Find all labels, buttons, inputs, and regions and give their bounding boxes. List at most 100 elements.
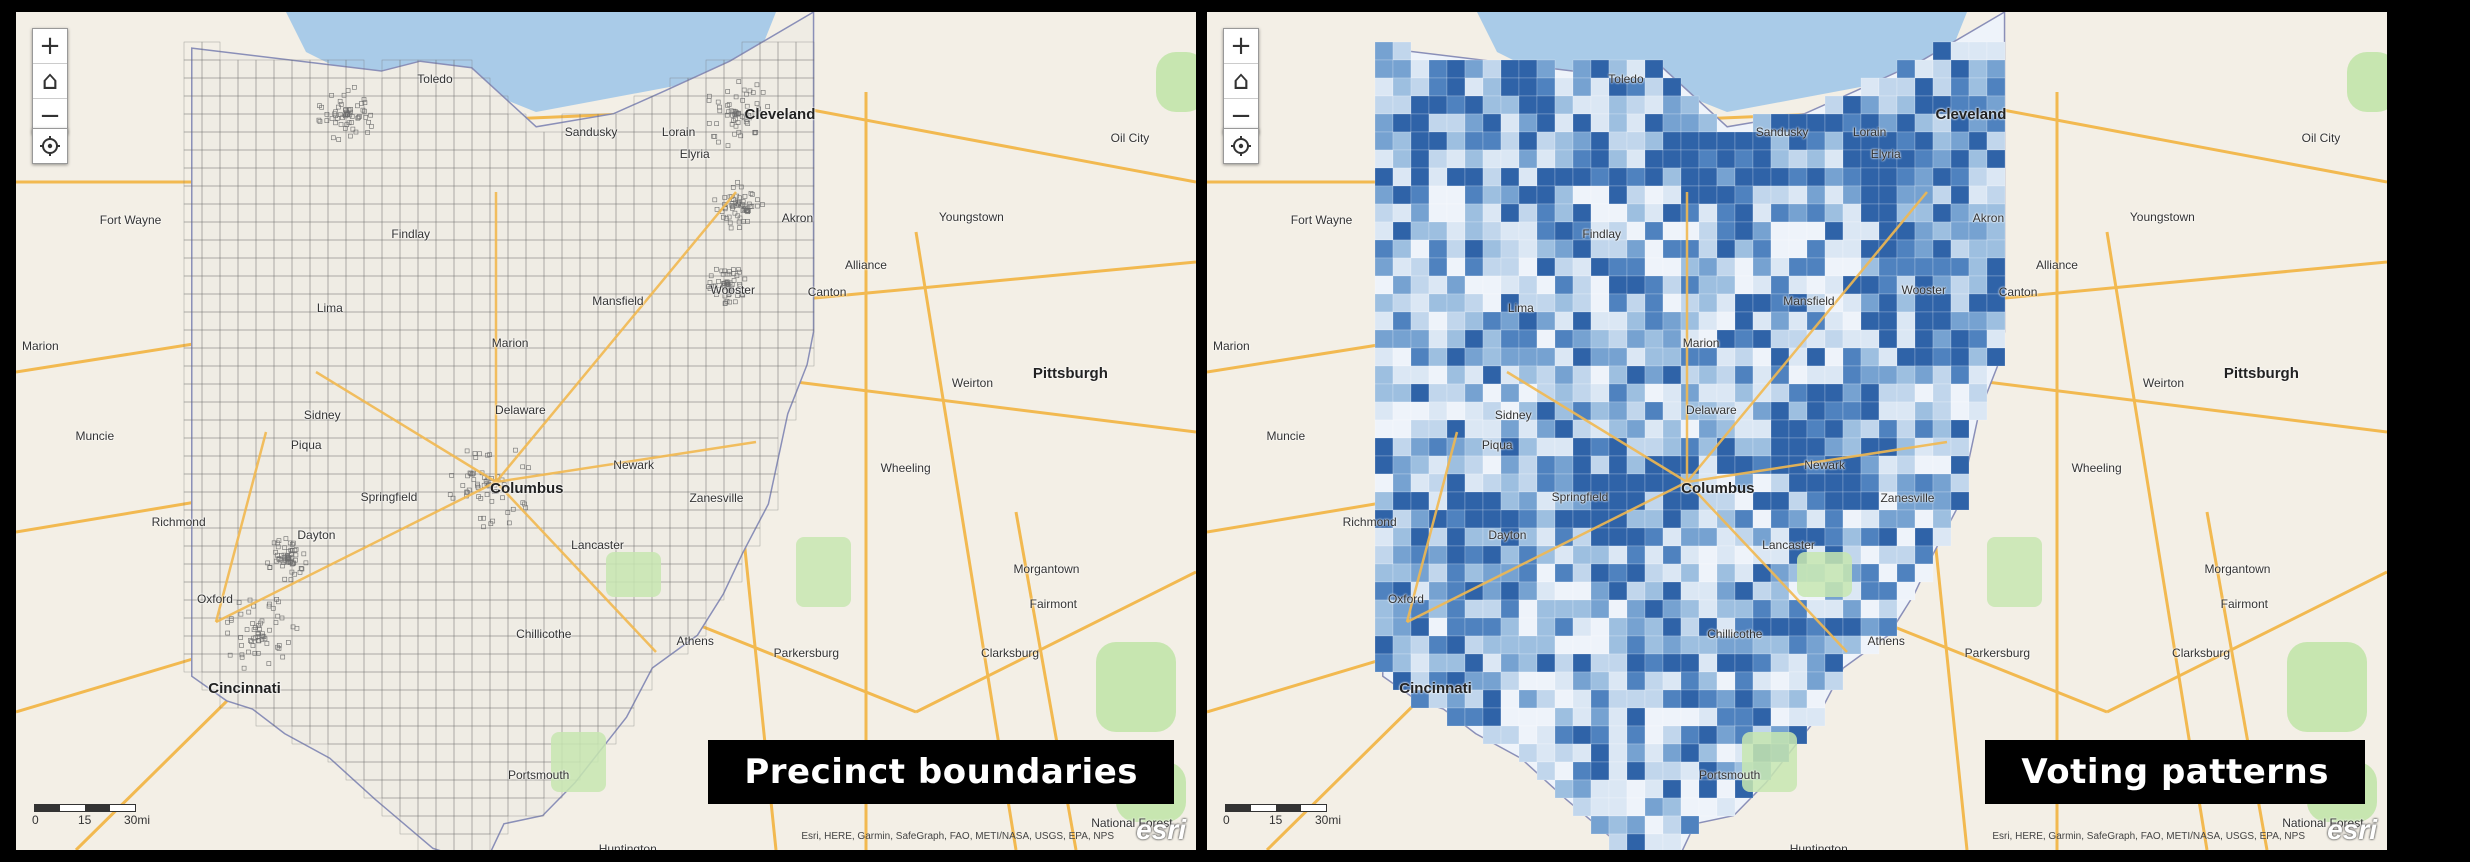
- precinct-cell[interactable]: [1752, 329, 1772, 349]
- precinct-cell[interactable]: [1860, 77, 1880, 97]
- precinct-cell[interactable]: [1446, 347, 1466, 367]
- precinct-cell[interactable]: [1788, 509, 1808, 529]
- precinct-cell[interactable]: [1626, 653, 1646, 673]
- precinct-cell[interactable]: [1950, 365, 1970, 385]
- precinct-cell[interactable]: [238, 611, 244, 617]
- precinct-cell[interactable]: [1734, 437, 1754, 457]
- precinct-cell[interactable]: [279, 557, 284, 563]
- precinct-cell[interactable]: [1626, 293, 1646, 313]
- precinct-cell[interactable]: [752, 129, 758, 135]
- precinct-cell[interactable]: [281, 552, 287, 558]
- precinct-cell[interactable]: [1446, 563, 1466, 583]
- precinct-cell[interactable]: [725, 103, 730, 108]
- precinct-cell[interactable]: [723, 563, 743, 583]
- precinct-cell[interactable]: [1428, 581, 1448, 601]
- precinct-cell[interactable]: [1536, 599, 1556, 619]
- precinct-cell[interactable]: [353, 129, 359, 135]
- precinct-cell[interactable]: [500, 495, 505, 501]
- precinct-cell[interactable]: [1680, 347, 1700, 367]
- precinct-cell[interactable]: [1482, 473, 1502, 493]
- precinct-cell[interactable]: [1788, 257, 1808, 277]
- precinct-cell[interactable]: [1428, 59, 1448, 79]
- precinct-cell[interactable]: [1788, 491, 1808, 511]
- precinct-cell[interactable]: [1374, 41, 1394, 61]
- precinct-cell[interactable]: [1626, 761, 1646, 781]
- precinct-cell[interactable]: [739, 292, 745, 297]
- precinct-cell[interactable]: [1464, 293, 1484, 313]
- precinct-cell[interactable]: [1662, 815, 1682, 835]
- precinct-cell[interactable]: [1608, 239, 1628, 259]
- precinct-cell[interactable]: [1446, 473, 1466, 493]
- precinct-cell[interactable]: [1968, 347, 1988, 367]
- precinct-cell[interactable]: [1464, 203, 1484, 223]
- precinct-cell[interactable]: [1500, 581, 1520, 601]
- precinct-cell[interactable]: [1482, 149, 1502, 169]
- precinct-cell[interactable]: [472, 451, 478, 456]
- precinct-cell[interactable]: [501, 482, 507, 488]
- precinct-cell[interactable]: [1644, 509, 1664, 529]
- precinct-cell[interactable]: [1482, 77, 1502, 97]
- precinct-cell[interactable]: [1410, 149, 1430, 169]
- precinct-cell[interactable]: [1608, 545, 1628, 565]
- precinct-cell[interactable]: [1482, 239, 1502, 259]
- precinct-cell[interactable]: [717, 108, 723, 114]
- precinct-cell[interactable]: [1374, 113, 1394, 133]
- precinct-cell[interactable]: [1662, 725, 1682, 745]
- precinct-cell[interactable]: [1518, 185, 1538, 205]
- precinct-cell[interactable]: [1788, 617, 1808, 637]
- precinct-cell[interactable]: [706, 98, 712, 103]
- precinct-cell[interactable]: [1986, 329, 2006, 349]
- precinct-cell[interactable]: [1482, 203, 1502, 223]
- precinct-cell[interactable]: [1428, 437, 1448, 457]
- precinct-cell[interactable]: [1608, 293, 1628, 313]
- precinct-cell[interactable]: [257, 626, 262, 632]
- precinct-cell[interactable]: [348, 133, 353, 139]
- precinct-cell[interactable]: [1428, 293, 1448, 313]
- precinct-cell[interactable]: [1590, 635, 1610, 655]
- precinct-cell[interactable]: [1932, 77, 1952, 97]
- precinct-cell[interactable]: [1842, 437, 1862, 457]
- precinct-cell[interactable]: [1572, 743, 1592, 763]
- precinct-cell[interactable]: [1806, 671, 1826, 691]
- precinct-cell[interactable]: [1914, 239, 1934, 259]
- precinct-cell[interactable]: [1680, 653, 1700, 673]
- precinct-cell[interactable]: [1518, 59, 1538, 79]
- precinct-cell[interactable]: [1914, 509, 1934, 529]
- precinct-cell[interactable]: [1392, 275, 1412, 295]
- precinct-cell[interactable]: [303, 560, 309, 566]
- precinct-cell[interactable]: [1788, 311, 1808, 331]
- precinct-cell[interactable]: [1608, 257, 1628, 277]
- precinct-cell[interactable]: [1554, 383, 1574, 403]
- precinct-cell[interactable]: [1410, 635, 1430, 655]
- precinct-cell[interactable]: [1608, 311, 1628, 331]
- precinct-cell[interactable]: [1698, 437, 1718, 457]
- precinct-cell[interactable]: [1734, 275, 1754, 295]
- precinct-cell[interactable]: [1590, 617, 1610, 637]
- precinct-cell[interactable]: [1824, 401, 1844, 421]
- precinct-cell[interactable]: [1914, 473, 1934, 493]
- precinct-cell[interactable]: [1572, 95, 1592, 115]
- precinct-cell[interactable]: [1878, 77, 1898, 97]
- precinct-cell[interactable]: [1374, 491, 1394, 511]
- precinct-cell[interactable]: [1806, 635, 1826, 655]
- precinct-cell[interactable]: [1914, 77, 1934, 97]
- precinct-cell[interactable]: [1716, 725, 1736, 745]
- precinct-cell[interactable]: [1932, 149, 1952, 169]
- precinct-cell[interactable]: [468, 471, 474, 477]
- precinct-cell[interactable]: [267, 627, 272, 633]
- precinct-cell[interactable]: [1608, 635, 1628, 655]
- precinct-cell[interactable]: [1698, 149, 1718, 169]
- precinct-cell[interactable]: [1410, 167, 1430, 187]
- precinct-cell[interactable]: [324, 112, 330, 117]
- precinct-cell[interactable]: [1392, 419, 1412, 439]
- precinct-cell[interactable]: [1644, 761, 1664, 781]
- precinct-cell[interactable]: [1662, 563, 1682, 583]
- precinct-cell[interactable]: [1518, 95, 1538, 115]
- precinct-cell[interactable]: [1536, 203, 1556, 223]
- precinct-cell[interactable]: [1698, 203, 1718, 223]
- precinct-cell[interactable]: [734, 273, 740, 279]
- precinct-cell[interactable]: [1680, 743, 1700, 763]
- precinct-cell[interactable]: [714, 121, 719, 126]
- precinct-cell[interactable]: [1788, 599, 1808, 619]
- precinct-cell[interactable]: [1644, 167, 1664, 187]
